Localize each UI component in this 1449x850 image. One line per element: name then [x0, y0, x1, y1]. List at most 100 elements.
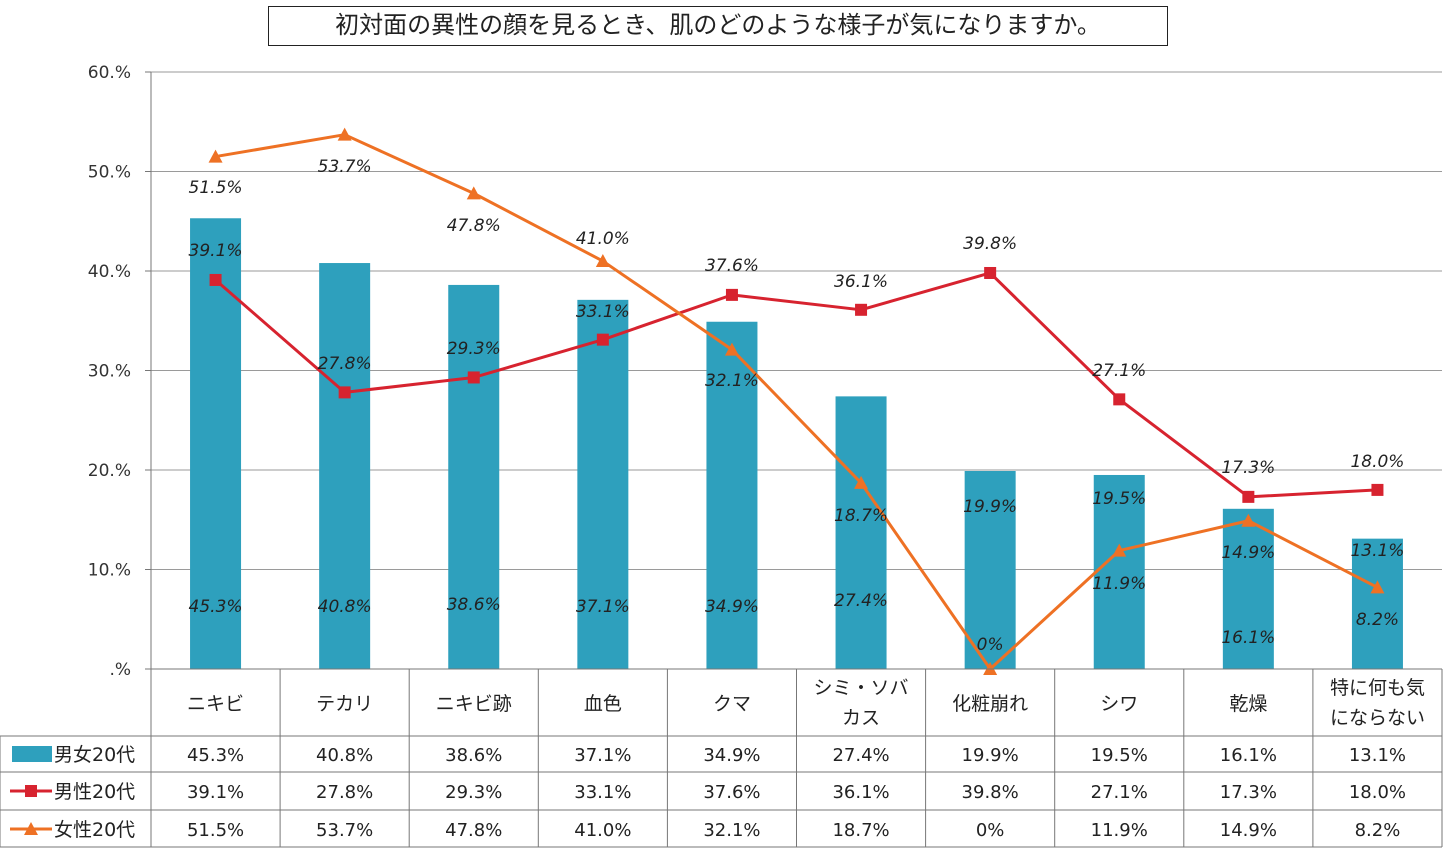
- square-marker: [209, 273, 222, 286]
- legend-square-marker: [25, 785, 37, 797]
- series-line: [215, 133, 1379, 671]
- bar-data-label: 13.1%: [1350, 541, 1404, 561]
- table-cell: 39.1%: [187, 782, 244, 803]
- table-cell: 29.3%: [445, 782, 502, 803]
- bar-data-label: 38.6%: [447, 595, 501, 615]
- legend-bar-swatch: [12, 746, 52, 762]
- legend-series-name: 男性20代: [54, 781, 135, 803]
- bar-data-label: 34.9%: [705, 597, 759, 617]
- triangle-marker: [1112, 543, 1127, 557]
- category-label: 血色: [584, 693, 622, 715]
- category-label: ニキビ跡: [436, 693, 512, 715]
- table-cell: 34.9%: [703, 745, 760, 766]
- table-cell: 18.0%: [1349, 782, 1406, 803]
- table-cell: 27.8%: [316, 782, 373, 803]
- triangle-marker: [1241, 513, 1256, 527]
- category-label: カス: [842, 707, 880, 729]
- square-marker: [855, 303, 868, 316]
- bar: [1093, 474, 1145, 669]
- y-tick-label: 40.%: [88, 262, 131, 282]
- y-tick-label: 10.%: [88, 561, 131, 581]
- square-marker: [596, 333, 609, 346]
- bar: [1222, 508, 1274, 669]
- category-label: テカリ: [316, 693, 373, 715]
- y-tick-label: 30.%: [88, 362, 131, 382]
- table-cell: 17.3%: [1220, 782, 1277, 803]
- square-marker: [984, 266, 997, 279]
- line-data-label: 41.0%: [576, 229, 630, 249]
- triangle-marker: [595, 254, 610, 268]
- table-cell: 40.8%: [316, 745, 373, 766]
- y-axis: .% 10.% 20.% 30.% 40.% 50.% 60.%: [88, 63, 152, 680]
- table-cell: 16.1%: [1220, 745, 1277, 766]
- line-data-label: 18.0%: [1350, 452, 1404, 472]
- category-label: 乾燥: [1229, 693, 1267, 715]
- table-cell: 27.1%: [1091, 782, 1148, 803]
- table-cell: 47.8%: [445, 820, 502, 841]
- triangle-marker: [337, 127, 352, 141]
- table-cell: 32.1%: [703, 820, 760, 841]
- bar: [319, 263, 371, 669]
- table-cell: 13.1%: [1349, 745, 1406, 766]
- table-cell: 37.1%: [574, 745, 631, 766]
- data-labels: 45.3% 40.8% 38.6% 37.1% 34.9% 27.4% 19.9% 19.5%…: [189, 157, 1405, 655]
- line-data-label: 32.1%: [705, 371, 759, 391]
- triangle-marker: [208, 149, 223, 163]
- bar-data-label: 19.9%: [963, 497, 1017, 517]
- bar: [835, 396, 887, 669]
- triangle-marker: [466, 186, 481, 200]
- line-data-label: 39.8%: [963, 234, 1017, 254]
- bar-data-label: 16.1%: [1221, 628, 1275, 648]
- table-cell: 0%: [976, 820, 1005, 841]
- line-data-label: 17.3%: [1221, 458, 1275, 478]
- line-data-label: 39.1%: [189, 241, 243, 261]
- table-cell: 14.9%: [1220, 820, 1277, 841]
- line-series: [208, 127, 1385, 675]
- line-data-label: 0%: [977, 635, 1004, 655]
- legend-series-name: 男女20代: [54, 744, 135, 766]
- category-label: 特に何も気: [1330, 677, 1425, 699]
- table-cell: 37.6%: [703, 782, 760, 803]
- square-marker: [1113, 393, 1126, 406]
- square-marker: [1242, 490, 1255, 503]
- bar-data-label: 40.8%: [318, 597, 372, 617]
- bar-data-label: 19.5%: [1092, 489, 1146, 509]
- category-label: シミ・ソバ: [814, 677, 909, 699]
- category-label: シワ: [1100, 693, 1138, 715]
- line-data-label: 18.7%: [834, 506, 888, 526]
- bar: [577, 299, 629, 669]
- table-cell: 19.9%: [962, 745, 1019, 766]
- chart-title: 初対面の異性の顔を見るとき、肌のどのような様子が気になりますか。: [268, 6, 1168, 46]
- y-tick-label: .%: [109, 660, 131, 680]
- table-cell: 51.5%: [187, 820, 244, 841]
- table-cell: 38.6%: [445, 745, 502, 766]
- line-data-label: 14.9%: [1221, 543, 1275, 563]
- table-cell: 19.5%: [1091, 745, 1148, 766]
- bar-data-label: 45.3%: [189, 597, 243, 617]
- line-data-label: 8.2%: [1356, 610, 1399, 630]
- bar: [706, 321, 758, 669]
- triangle-marker: [854, 475, 869, 489]
- y-tick-label: 50.%: [88, 163, 131, 183]
- triangle-marker: [724, 342, 739, 356]
- legend-series-name: 女性20代: [54, 819, 135, 841]
- line-data-label: 11.9%: [1092, 574, 1146, 594]
- line-data-label: 51.5%: [189, 178, 243, 198]
- line-data-label: 47.8%: [447, 216, 501, 236]
- table-cell: 45.3%: [187, 745, 244, 766]
- bar-data-label: 27.4%: [834, 591, 888, 611]
- line-data-label: 36.1%: [834, 272, 888, 292]
- line-data-label: 33.1%: [576, 302, 630, 322]
- table-cell: 33.1%: [574, 782, 631, 803]
- category-label: 化粧崩れ: [952, 693, 1028, 715]
- y-tick-label: 60.%: [88, 63, 131, 83]
- square-marker: [725, 288, 738, 301]
- bar: [1351, 538, 1403, 669]
- category-label: クマ: [713, 693, 751, 715]
- line-data-label: 29.3%: [447, 339, 501, 359]
- square-marker: [338, 386, 351, 399]
- bar: [964, 470, 1016, 669]
- square-marker: [1371, 483, 1384, 496]
- table-cell: 18.7%: [832, 820, 889, 841]
